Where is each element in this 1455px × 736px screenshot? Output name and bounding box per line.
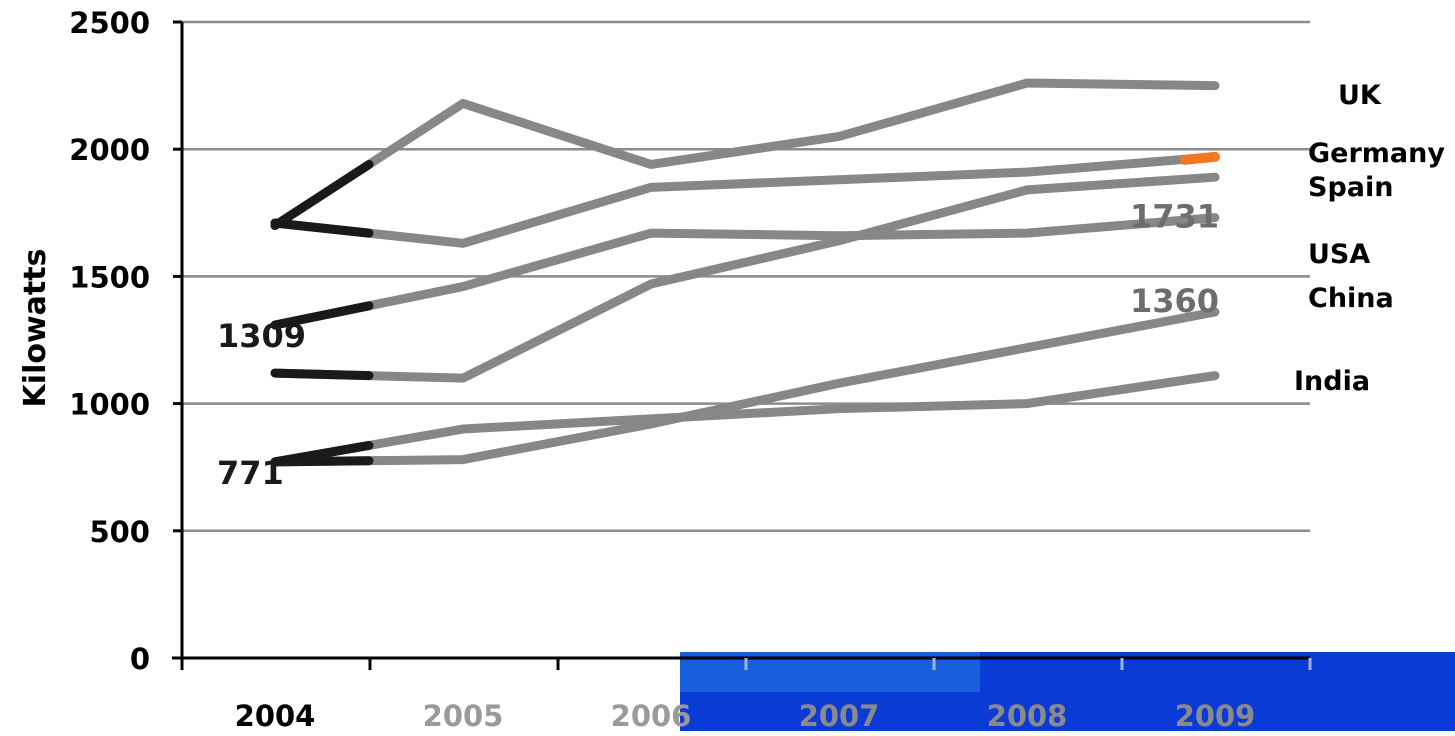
x-tick-label: 2005 xyxy=(423,699,504,731)
legend-label: Spain xyxy=(1308,172,1393,203)
series-line-start-segment xyxy=(275,373,369,376)
data-label: 1309 xyxy=(217,317,306,355)
y-tick-label: 0 xyxy=(130,642,150,676)
y-tick-label: 1500 xyxy=(69,260,150,294)
series-line-start-segment xyxy=(275,223,369,233)
series-line xyxy=(275,376,1215,462)
data-label: 1360 xyxy=(1130,282,1219,320)
series-line-start-segment xyxy=(275,164,369,225)
legend-label: India xyxy=(1294,366,1370,397)
series-line xyxy=(275,83,1215,225)
x-tick-label: 2007 xyxy=(799,699,880,731)
x-tick-label: 2009 xyxy=(1175,699,1256,731)
y-tick-label: 2000 xyxy=(69,133,150,167)
series-line xyxy=(275,177,1215,378)
gridlines xyxy=(182,22,1310,531)
y-tick-label: 2500 xyxy=(69,6,150,40)
data-label: 771 xyxy=(217,454,284,492)
legend-label: USA xyxy=(1308,239,1370,270)
legend-label: UK xyxy=(1338,80,1382,111)
x-tick-label: 2004 xyxy=(235,699,316,731)
data-label: 1731 xyxy=(1130,198,1219,236)
series-lines xyxy=(275,83,1215,462)
y-tick-label: 500 xyxy=(89,515,150,549)
y-tick-label: 1000 xyxy=(69,388,150,422)
x-tick-label: 2008 xyxy=(987,699,1068,731)
y-axis-title: Kilowatts xyxy=(18,249,53,408)
legend-label: China xyxy=(1308,283,1394,314)
legend-label: Germany xyxy=(1308,138,1445,169)
x-tick-label: 2006 xyxy=(611,699,692,731)
germany-end-accent xyxy=(1185,157,1215,160)
axes: 0 500 1000 1500 2000 2500 2004 2005 2006 2007 2008… xyxy=(69,6,1310,731)
